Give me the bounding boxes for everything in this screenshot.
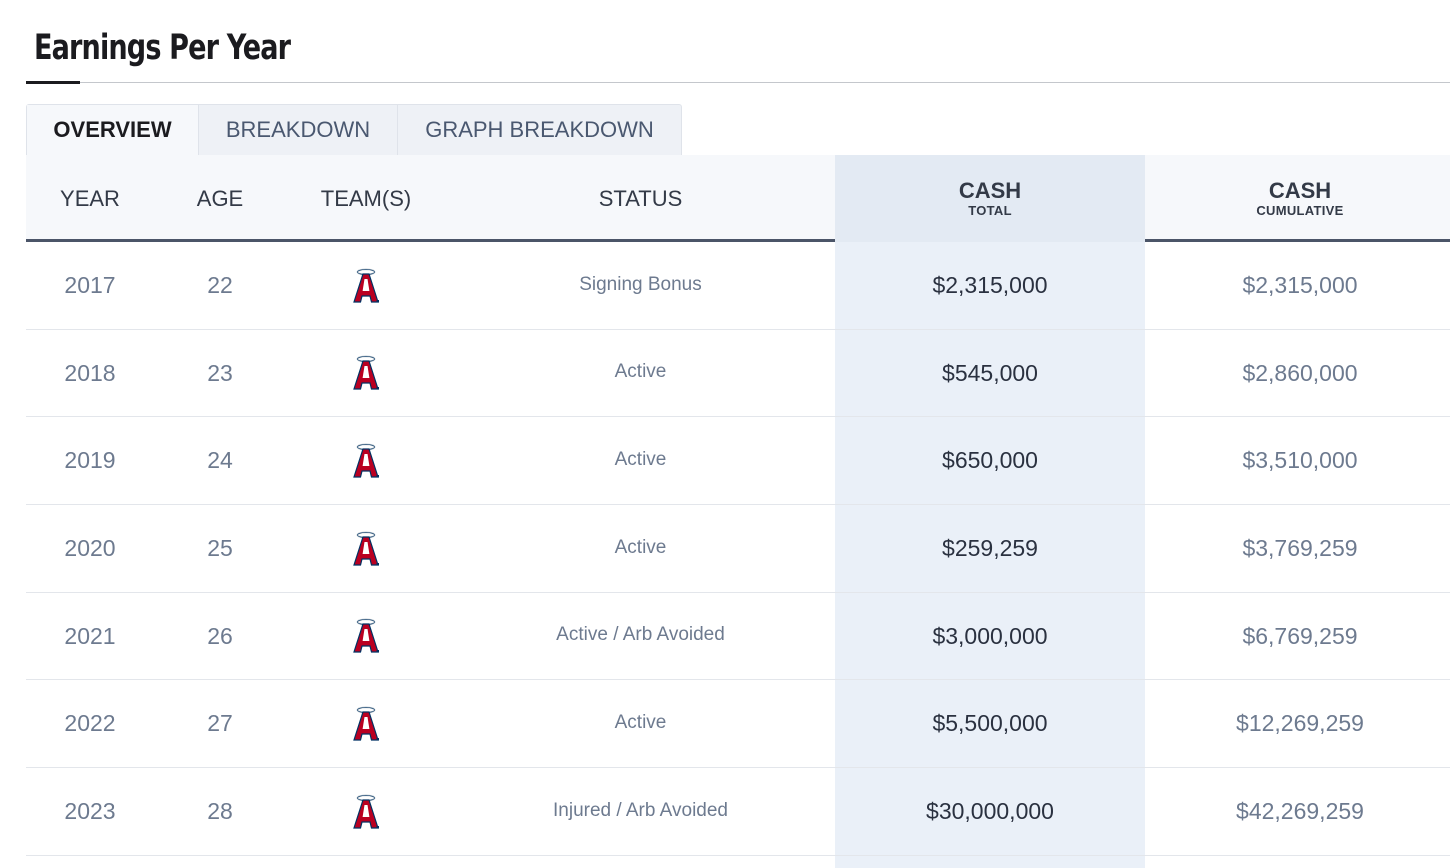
team-cell[interactable]	[286, 505, 446, 592]
status-cell: Active	[614, 448, 667, 470]
tab-bar: OVERVIEW BREAKDOWN GRAPH BREAKDOWN	[26, 104, 682, 155]
year-cell: 2018	[64, 359, 116, 386]
cash-cumulative-cell: $12,269,259	[1236, 710, 1364, 737]
year-cell: 2023	[64, 798, 116, 825]
table-row: 2018 23 Active $545,000 $2,860,000	[26, 330, 1450, 418]
cash-cumulative-cell: $3,510,000	[1242, 447, 1358, 474]
angels-logo-icon	[353, 355, 379, 390]
year-cell: 2019	[64, 447, 116, 474]
year-cell: 2020	[64, 535, 116, 562]
cash-cumulative-cell: $42,269,259	[1236, 798, 1364, 825]
table-row: 2019 24 Active $650,000 $3,510,000	[26, 417, 1450, 506]
cash-total-cell: $2,315,000	[932, 272, 1048, 298]
table-row: 2022 27 Active $5,500,000 $12,269,259	[26, 680, 1450, 769]
table-row: 2020 25 Active $259,259 $3,769,259	[26, 505, 1450, 593]
cash-cumulative-cell: $6,769,259	[1242, 622, 1358, 649]
table-row: 2023 28 Injured / Arb Avoided $30,000,000 $…	[26, 768, 1450, 856]
cash-total-cell: $545,000	[942, 359, 1038, 386]
year-cell: 2022	[64, 710, 116, 737]
section-title: Earnings Per Year	[34, 28, 291, 68]
status-cell: Active	[614, 361, 667, 383]
angels-logo-icon	[353, 531, 379, 566]
angels-logo-icon	[353, 706, 379, 741]
cash-cumulative-cell: $2,860,000	[1242, 359, 1358, 386]
cash-total-cell: $5,500,000	[932, 710, 1048, 737]
status-cell: Active / Arb Avoided	[556, 624, 725, 646]
cash-total-column-highlight	[835, 155, 1145, 868]
team-cell[interactable]	[286, 242, 446, 329]
title-divider-accent	[26, 81, 80, 84]
team-cell[interactable]	[286, 593, 446, 680]
cash-total-cell: $3,000,000	[932, 622, 1048, 649]
age-cell: 22	[207, 272, 233, 298]
age-cell: 27	[207, 710, 233, 737]
header-cash-total-label: CASH	[958, 177, 1022, 203]
header-cash-total[interactable]: CASH TOTAL	[835, 155, 1145, 242]
team-cell[interactable]	[286, 680, 446, 767]
cash-cumulative-cell: $3,769,259	[1242, 535, 1358, 562]
header-cash-total-sublabel: TOTAL	[968, 202, 1012, 218]
cash-total-header-highlight	[835, 155, 1145, 242]
age-cell: 26	[207, 622, 233, 649]
team-cell[interactable]	[286, 417, 446, 504]
cash-cumulative-cell: $2,315,000	[1242, 272, 1358, 298]
header-status[interactable]: STATUS	[598, 185, 683, 211]
table-row: 2017 22 Signing Bonus $2,315,000 $2,315,000	[26, 242, 1450, 330]
status-cell: Signing Bonus	[579, 273, 702, 295]
angels-logo-icon	[353, 794, 379, 829]
angels-logo-icon	[353, 618, 379, 653]
year-cell: 2021	[64, 622, 116, 649]
header-cash-cumulative[interactable]: CASH CUMULATIVE	[1145, 155, 1450, 242]
table-row: 2021 26 Active / Arb Avoided $3,000,000 $6,…	[26, 593, 1450, 681]
tab-breakdown[interactable]: BREAKDOWN	[199, 105, 398, 155]
tab-overview[interactable]: OVERVIEW	[27, 105, 199, 155]
table-header: YEAR AGE TEAM(S) STATUS CASH TOTAL CASH …	[26, 155, 1450, 242]
header-cash-cumulative-label: CASH	[1268, 177, 1332, 203]
age-cell: 28	[207, 798, 233, 825]
cash-total-cell: $259,259	[942, 535, 1038, 562]
status-cell: Active	[614, 536, 667, 558]
age-cell: 25	[207, 535, 233, 562]
tab-graph-breakdown[interactable]: GRAPH BREAKDOWN	[425, 117, 654, 142]
cash-total-cell: $30,000,000	[926, 798, 1054, 825]
status-cell: Active	[614, 711, 667, 733]
header-age[interactable]: AGE	[196, 185, 244, 211]
header-cash-cumulative-sublabel: CUMULATIVE	[1256, 202, 1344, 218]
table-body: 2017 22 Signing Bonus $2,315,000 $2,315,000…	[26, 242, 1450, 856]
team-cell[interactable]	[286, 768, 446, 855]
angels-logo-icon	[353, 268, 379, 303]
earnings-table: YEAR AGE TEAM(S) STATUS CASH TOTAL CASH …	[26, 155, 1450, 868]
age-cell: 23	[207, 359, 233, 386]
year-cell: 2017	[64, 272, 116, 298]
title-divider	[26, 82, 1450, 83]
angels-logo-icon	[353, 443, 379, 478]
status-cell: Injured / Arb Avoided	[553, 799, 728, 821]
cash-total-cell: $650,000	[942, 447, 1038, 474]
header-teams[interactable]: TEAM(S)	[320, 185, 412, 211]
age-cell: 24	[207, 447, 233, 474]
team-cell[interactable]	[286, 330, 446, 417]
header-year[interactable]: YEAR	[60, 185, 120, 211]
